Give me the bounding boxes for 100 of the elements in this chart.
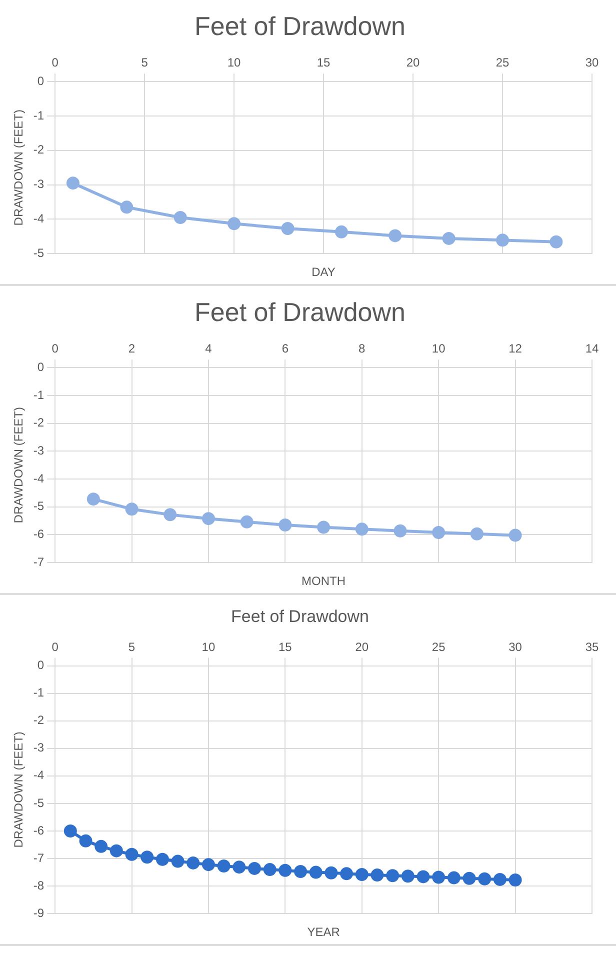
point <box>64 824 77 838</box>
point <box>447 871 460 884</box>
y-tick-label: -4 <box>33 471 44 486</box>
y-tick-label: -2 <box>33 416 44 430</box>
x-tick-label: 30 <box>585 56 599 70</box>
point <box>232 860 246 874</box>
y-tick-label: -4 <box>33 768 44 782</box>
point <box>125 502 138 516</box>
x-tick-label: 6 <box>282 342 289 356</box>
point <box>140 850 154 864</box>
point <box>394 524 407 538</box>
x-tick-label: 35 <box>585 640 599 654</box>
y-tick-label: -2 <box>33 142 44 157</box>
point <box>508 528 522 542</box>
x-tick-label: 0 <box>52 342 59 356</box>
y-tick-label: -1 <box>33 388 44 402</box>
x-tick-label: 0 <box>52 640 59 654</box>
point <box>125 848 138 861</box>
point <box>340 867 354 880</box>
x-tick-label: 10 <box>227 56 242 70</box>
y-tick-label: -5 <box>33 499 44 514</box>
point <box>263 863 276 876</box>
x-tick-label: 20 <box>355 640 369 654</box>
y-axis-title: DRAWDOWN (FEET) <box>12 406 26 524</box>
point <box>508 874 522 887</box>
point <box>156 852 169 866</box>
chart-title: Feet of Drawdown <box>194 10 406 41</box>
point <box>94 840 108 853</box>
y-tick-label: -4 <box>33 212 44 226</box>
point <box>186 856 200 870</box>
y-tick-label: 0 <box>37 658 44 672</box>
y-tick-label: -3 <box>33 443 44 458</box>
point <box>388 229 402 242</box>
x-axis-title: YEAR <box>307 925 340 940</box>
x-tick-label: 15 <box>278 640 292 654</box>
point <box>217 859 230 872</box>
point <box>432 526 446 540</box>
point <box>370 868 384 882</box>
point <box>309 866 322 879</box>
x-tick-label: 25 <box>496 56 510 70</box>
point <box>110 844 123 858</box>
point <box>442 232 456 245</box>
point <box>228 217 241 230</box>
x-axis-title: DAY <box>312 265 336 280</box>
y-tick-label: -6 <box>33 527 44 542</box>
x-tick-label: 8 <box>358 342 366 356</box>
point <box>324 866 338 880</box>
y-tick-label: 0 <box>37 74 44 88</box>
point <box>416 870 430 884</box>
point <box>432 870 446 884</box>
point <box>79 834 92 848</box>
y-tick-label: -5 <box>33 246 44 260</box>
y-tick-label: -3 <box>33 740 44 755</box>
y-tick-label: -7 <box>33 850 44 865</box>
x-tick-label: 15 <box>316 56 331 70</box>
y-tick-label: -8 <box>33 878 44 892</box>
point <box>401 870 414 883</box>
x-tick-label: 0 <box>52 56 59 70</box>
x-tick-label: 25 <box>432 640 446 654</box>
point <box>386 869 400 882</box>
x-tick-label: 5 <box>141 56 148 70</box>
point <box>171 854 184 868</box>
point <box>493 872 506 886</box>
y-tick-label: -2 <box>33 713 44 728</box>
point <box>478 872 492 886</box>
y-axis-title: DRAWDOWN (FEET) <box>12 732 26 848</box>
point <box>202 858 215 872</box>
x-axis-title: MONTH <box>302 574 346 588</box>
x-tick-label: 12 <box>508 342 522 356</box>
x-tick-label: 5 <box>128 640 136 654</box>
y-tick-label: -1 <box>33 108 44 122</box>
point <box>240 515 254 528</box>
x-tick-label: 10 <box>202 640 216 654</box>
point <box>294 864 308 878</box>
y-axis-title: DRAWDOWN (FEET) <box>12 109 26 226</box>
point <box>334 225 348 238</box>
x-tick-label: 10 <box>432 342 446 356</box>
point <box>281 222 294 235</box>
x-tick-label: 4 <box>205 342 212 356</box>
point <box>164 508 177 522</box>
x-tick-label: 2 <box>128 342 136 356</box>
y-tick-label: -3 <box>33 177 44 192</box>
point <box>317 520 330 534</box>
point <box>278 864 292 877</box>
point <box>86 492 100 506</box>
point <box>470 527 484 540</box>
point <box>66 176 80 190</box>
point <box>278 518 292 532</box>
point <box>202 512 215 526</box>
y-tick-label: -9 <box>33 906 44 920</box>
y-tick-label: -6 <box>33 823 44 838</box>
y-tick-label: 0 <box>37 360 44 374</box>
x-tick-label: 30 <box>508 640 522 654</box>
x-tick-label: 14 <box>585 342 599 356</box>
y-tick-label: -1 <box>33 686 44 700</box>
y-tick-label: -5 <box>33 796 44 810</box>
chart-title: Feet of Drawdown <box>231 606 369 626</box>
point <box>550 235 563 248</box>
point <box>496 234 510 247</box>
point <box>355 522 368 536</box>
